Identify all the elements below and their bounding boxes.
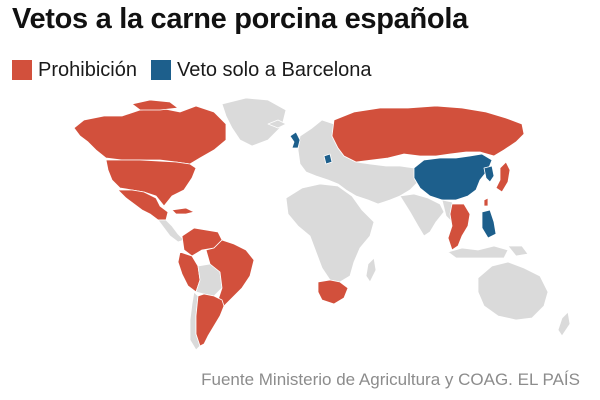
region-canada [73, 105, 227, 165]
region-japan [495, 161, 511, 193]
region-australia [477, 261, 549, 321]
region-south-asia [399, 193, 445, 237]
region-south-africa [317, 279, 349, 305]
source-credit: Fuente Ministerio de Agricultura y COAG.… [201, 370, 580, 389]
region-africa [285, 183, 375, 283]
region-canada-islands [131, 99, 179, 111]
region-korea [483, 165, 495, 183]
region-central-america [157, 219, 185, 243]
region-iceland [267, 119, 287, 129]
region-peru [177, 251, 201, 293]
region-china [413, 153, 493, 201]
legend: Prohibición Veto solo a Barcelona [12, 56, 386, 84]
region-philippines [481, 209, 497, 239]
region-serbia [323, 153, 333, 165]
region-usa [105, 159, 197, 207]
region-brazil [205, 239, 255, 307]
region-new-zealand [557, 311, 571, 337]
legend-item-barcelona: Veto solo a Barcelona [150, 58, 372, 82]
region-argentina [195, 293, 225, 347]
legend-item-ban: Prohibición [12, 59, 137, 82]
region-madagascar [365, 257, 377, 283]
region-russia [331, 105, 525, 163]
legend-label-barcelona: Veto solo a Barcelona [176, 58, 372, 81]
legend-swatch-ban [12, 60, 32, 80]
region-greenland [221, 97, 287, 147]
region-southeast-asia [447, 203, 471, 251]
region-papua [507, 245, 529, 257]
page-title: Vetos a la carne porcina española [12, 3, 468, 35]
legend-label-ban: Prohibición [38, 58, 137, 81]
region-cuba [171, 207, 195, 215]
legend-swatch-barcelona [150, 60, 171, 80]
region-indonesia [447, 245, 509, 259]
region-uk [289, 131, 301, 149]
region-taiwan [483, 197, 489, 207]
